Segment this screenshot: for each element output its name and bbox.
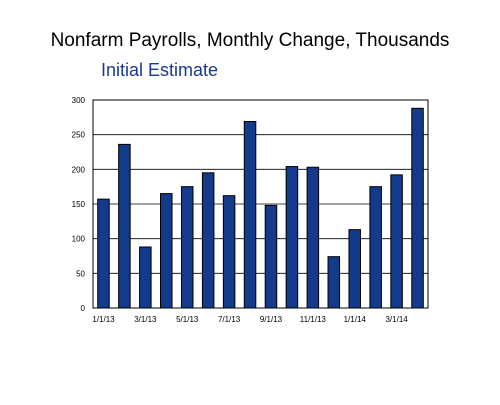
bar-10/1/13: [285, 166, 299, 309]
bar-1/1/13: [97, 198, 110, 309]
y-tick-label: 0: [81, 304, 86, 313]
chart-subtitle: Initial Estimate: [101, 60, 219, 80]
bar-9/1/13: [264, 204, 278, 309]
y-tick-label: 300: [72, 96, 86, 105]
y-tick-label: 200: [72, 165, 86, 174]
bar-4/1/13: [160, 193, 173, 309]
x-axis-tick-labels: 1/1/13 3/1/13 5/1/13 7/1/13 9/1/13 11/1/13 1/1…: [92, 315, 408, 324]
x-tick-label: 3/1/13: [134, 315, 157, 324]
x-tick-label: 7/1/13: [218, 315, 241, 324]
bar-2/1/14: [369, 186, 382, 309]
bar-12/1/13: [327, 256, 341, 309]
bar-1/1/14: [348, 229, 361, 309]
bars: [97, 107, 424, 309]
bar-11/1/13: [306, 166, 320, 309]
x-tick-label: 11/1/13: [300, 315, 327, 324]
x-tick-label: 1/1/13: [92, 315, 115, 324]
bar-3/1/14: [390, 174, 403, 309]
x-tick-label: 5/1/13: [176, 315, 199, 324]
bar-8/1/13: [243, 120, 257, 309]
bar-5/1/13: [180, 186, 194, 309]
plot-frame: [92, 99, 429, 309]
y-tick-label: 50: [76, 269, 85, 278]
y-tick-label: 150: [72, 200, 86, 209]
x-tick-label: 1/1/14: [344, 315, 367, 324]
bar-6/1/13: [201, 172, 215, 309]
y-axis-tick-labels: 0 50 100 150 200 250 300: [72, 96, 86, 313]
bar-7/1/13: [222, 195, 236, 309]
y-tick-label: 250: [72, 131, 86, 140]
bar-4/1/14: [411, 107, 424, 309]
chart-title: Nonfarm Payrolls, Monthly Change, Thousa…: [50, 30, 450, 51]
x-tick-label: 3/1/14: [385, 315, 408, 324]
bar-3/1/13: [139, 246, 152, 309]
y-tick-label: 100: [72, 235, 86, 244]
bar-2/1/13: [118, 143, 131, 309]
x-tick-label: 9/1/13: [260, 315, 283, 324]
